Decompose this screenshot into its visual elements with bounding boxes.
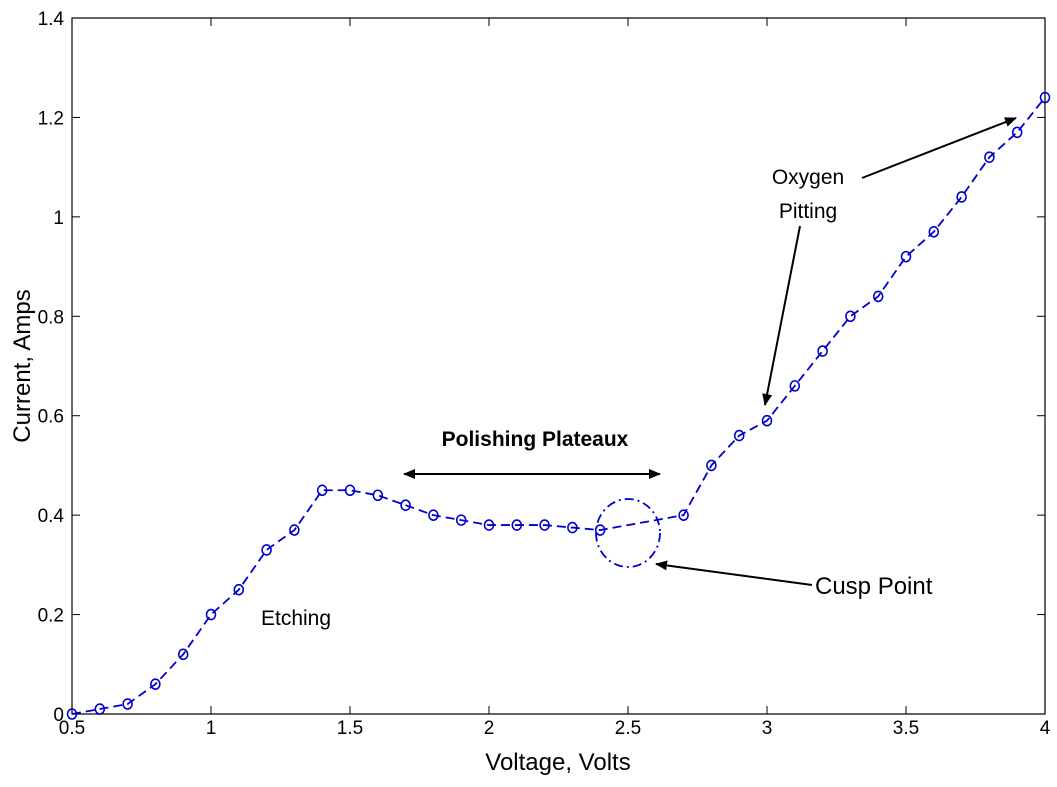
data-point	[984, 151, 995, 163]
oxygen-annotation-line2: Pitting	[779, 200, 837, 223]
y-tick-label: 0.2	[38, 606, 64, 627]
data-point	[845, 310, 856, 323]
x-axis-label: Voltage, Volts	[485, 749, 630, 776]
data-point	[567, 521, 578, 534]
data-point	[900, 250, 912, 263]
x-tick-label: 2	[484, 718, 495, 739]
y-tick-label: 0.4	[38, 506, 65, 527]
plot-axes	[71, 17, 1046, 715]
data-point	[205, 608, 217, 621]
data-point	[94, 703, 106, 715]
y-axis-ticks: 0 0.2 0.4 0.6 0.8 1 1.2 1.4	[38, 9, 1045, 726]
etching-annotation: Etching	[261, 607, 331, 630]
data-point	[872, 290, 884, 303]
data-point	[122, 698, 133, 710]
oxygen-arrow-right	[861, 117, 1017, 179]
x-axis-ticks: 0.5 1 1.5 2 2.5 3 3.5 4	[59, 18, 1051, 739]
data-point	[261, 544, 272, 556]
data-point	[761, 414, 773, 427]
data-point	[289, 524, 300, 536]
y-tick-label: 1.2	[38, 108, 64, 129]
data-point	[344, 484, 356, 497]
data-point	[956, 191, 967, 203]
y-tick-label: 1	[53, 208, 64, 229]
data-point	[511, 519, 523, 531]
series-layer	[66, 91, 1051, 720]
data-point	[678, 509, 689, 521]
x-tick-label: 4	[1040, 718, 1051, 739]
x-tick-label: 1.5	[337, 718, 363, 739]
data-point	[789, 380, 801, 392]
data-point	[400, 499, 411, 512]
oxygen-arrow-down	[762, 225, 801, 406]
data-point	[928, 225, 940, 238]
y-tick-label: 0.6	[38, 407, 64, 428]
data-point	[428, 509, 439, 521]
data-point	[733, 429, 745, 442]
data-point	[1039, 91, 1051, 104]
x-tick-label: 3	[762, 718, 773, 739]
data-point	[539, 519, 550, 531]
oxygen-annotation-line1: Oxygen	[772, 166, 844, 189]
data-point	[1011, 126, 1023, 139]
data-point	[483, 519, 495, 531]
x-tick-label: 0.5	[59, 718, 85, 739]
x-tick-label: 2.5	[615, 718, 641, 739]
data-point	[594, 524, 606, 536]
data-point	[372, 489, 384, 502]
data-point	[817, 345, 828, 357]
x-tick-label: 3.5	[893, 718, 919, 739]
data-point	[316, 484, 328, 497]
x-tick-label: 1	[206, 718, 217, 739]
data-point	[233, 583, 245, 596]
plot-frame	[71, 17, 1046, 715]
y-tick-label: 0.8	[38, 307, 64, 328]
cusp-annotation: Cusp Point	[815, 573, 933, 600]
cusp-circle	[595, 498, 661, 568]
data-point	[455, 514, 467, 526]
cusp-arrow	[655, 560, 813, 586]
data-point	[66, 708, 78, 720]
y-axis-label: Current, Amps	[9, 289, 36, 442]
data-point	[706, 459, 717, 472]
polishing-annotation: Polishing Plateaux	[442, 428, 629, 451]
y-tick-label: 0	[53, 705, 64, 726]
y-tick-label: 1.4	[38, 9, 65, 30]
series-line	[71, 96, 1046, 715]
data-point	[150, 678, 161, 690]
data-point	[177, 648, 189, 661]
